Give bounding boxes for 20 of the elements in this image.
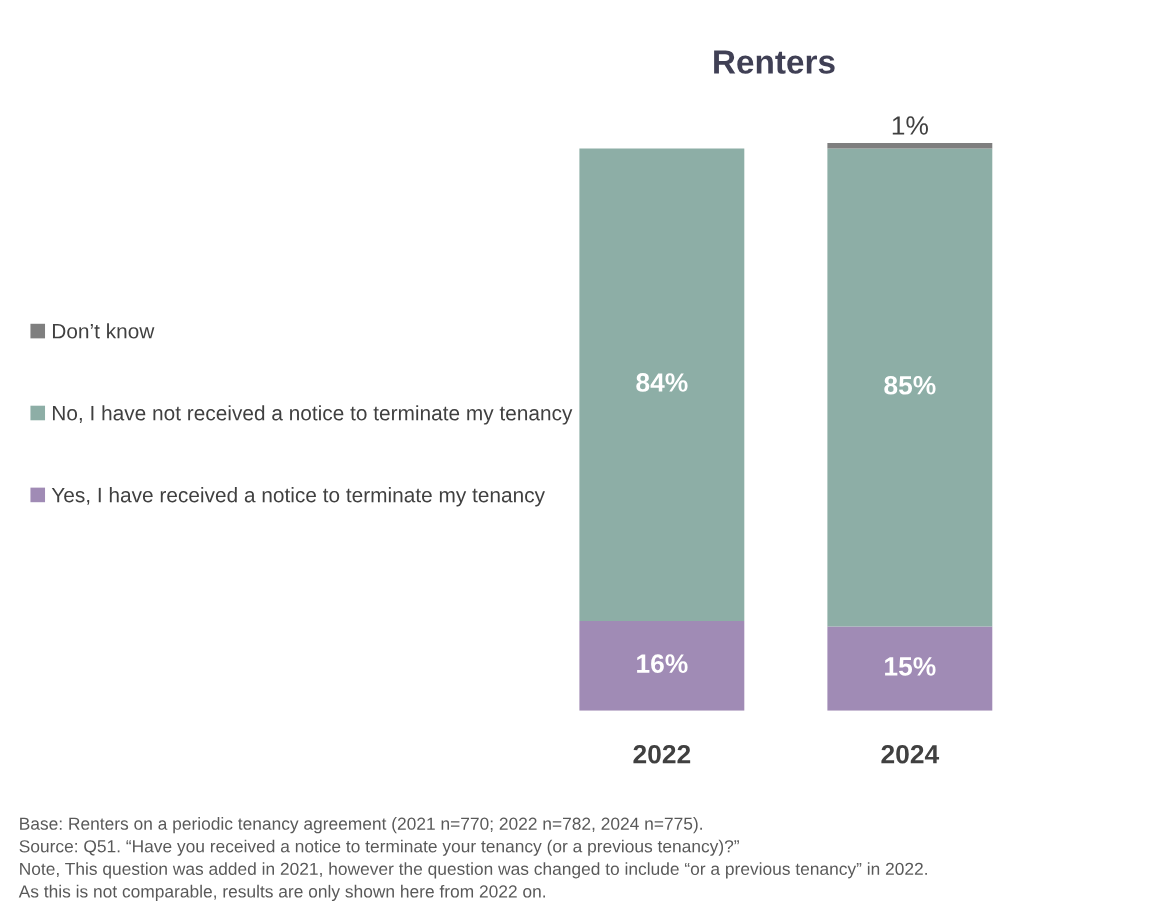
legend-label: Don’t know (52, 323, 155, 339)
text: Base: Renters on a periodic tenancy agreement (2021 n=770; 2022 n=782, 2024 n=775). (20, 817, 702, 834)
x-tick-label: 2022 (633, 744, 691, 764)
source-note: Source: Q51. “Have you received a notice to terminate your tenancy (or a previous tenancy)?” (19, 839, 739, 856)
data-label: 85% (884, 375, 936, 395)
text: Note, This question was added in 2021, however the question was changed to include “or a previous tenancy” in 2022. (20, 862, 927, 879)
data-label: 1% (892, 116, 928, 135)
data-label: 16% (637, 654, 688, 673)
bar (579, 148, 745, 621)
data-label: 84% (636, 373, 688, 392)
chart-title: Renters (714, 50, 835, 74)
text: As this is not comparable, results are only shown here from 2022 on. (18, 884, 545, 902)
bar (827, 148, 993, 627)
bar (579, 620, 745, 711)
legend-label: Yes, I have received a notice to terminate my tenancy (51, 487, 545, 507)
bar (827, 626, 993, 711)
data-label: 15% (885, 657, 936, 676)
bar (827, 142, 993, 149)
legend-label: No, I have not received a notice to terminate my tenancy (52, 405, 573, 425)
x-tick-label: 2024 (881, 744, 940, 764)
